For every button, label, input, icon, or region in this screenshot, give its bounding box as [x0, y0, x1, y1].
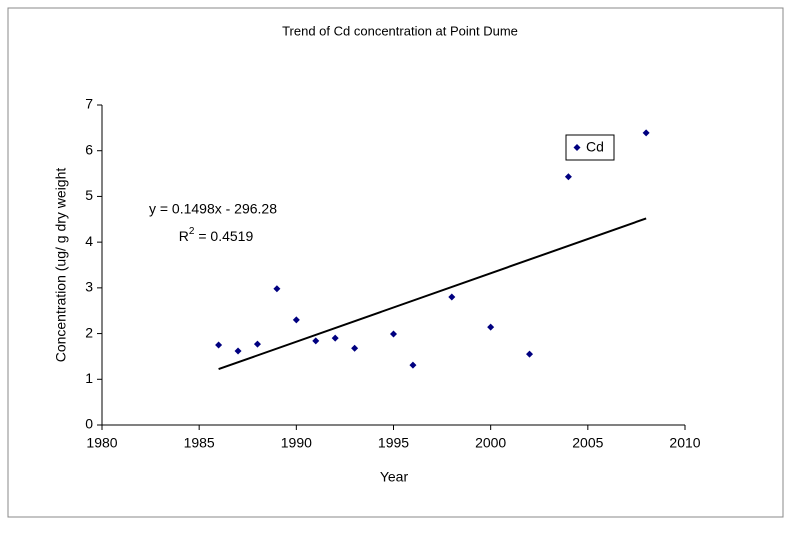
x-tick-label: 2000 — [475, 435, 506, 451]
x-tick-label: 1990 — [281, 435, 312, 451]
y-tick-label: 7 — [85, 96, 93, 112]
x-tick-label: 1985 — [184, 435, 215, 451]
data-point — [273, 285, 281, 293]
data-point — [234, 347, 242, 355]
legend-label: Cd — [586, 139, 604, 155]
y-tick-label: 3 — [85, 279, 93, 295]
data-point — [564, 173, 572, 181]
chart-border — [7, 7, 784, 518]
chart-title: Trend of Cd concentration at Point Dume — [282, 23, 518, 38]
y-tick-label: 0 — [85, 416, 93, 432]
data-point — [390, 330, 397, 338]
x-tick-label: 2005 — [572, 435, 603, 451]
y-tick-label: 2 — [85, 324, 93, 340]
data-point — [331, 334, 339, 342]
y-axis-label: Concentration (ug/ g dry weight — [53, 168, 69, 363]
trend-equation: y = 0.1498x - 296.28 — [149, 201, 277, 217]
trendline — [218, 217, 647, 371]
data-point — [526, 350, 534, 358]
y-tick-label: 4 — [85, 233, 93, 249]
legend-marker — [573, 144, 581, 151]
data-point — [351, 344, 359, 352]
x-tick-label: 2010 — [669, 435, 700, 451]
data-point — [253, 340, 261, 348]
data-point — [312, 337, 320, 345]
r2-symbol: R — [179, 228, 189, 244]
data-point — [487, 323, 495, 331]
r2-text: = 0.4519 — [194, 228, 253, 244]
x-tick-label: 1995 — [378, 435, 409, 451]
y-tick-label: 1 — [85, 370, 93, 386]
data-point — [642, 129, 650, 137]
y-tick-label: 5 — [85, 187, 93, 203]
r2-exponent: 2 — [189, 226, 195, 237]
data-point — [215, 341, 223, 349]
data-point — [448, 293, 456, 301]
data-point — [409, 361, 417, 369]
x-tick-label: 1980 — [86, 435, 117, 451]
data-point — [292, 316, 300, 324]
y-tick-label: 6 — [85, 141, 93, 157]
r-squared: R2 = 0.4519 — [179, 226, 254, 244]
x-axis-label: Year — [380, 469, 409, 485]
